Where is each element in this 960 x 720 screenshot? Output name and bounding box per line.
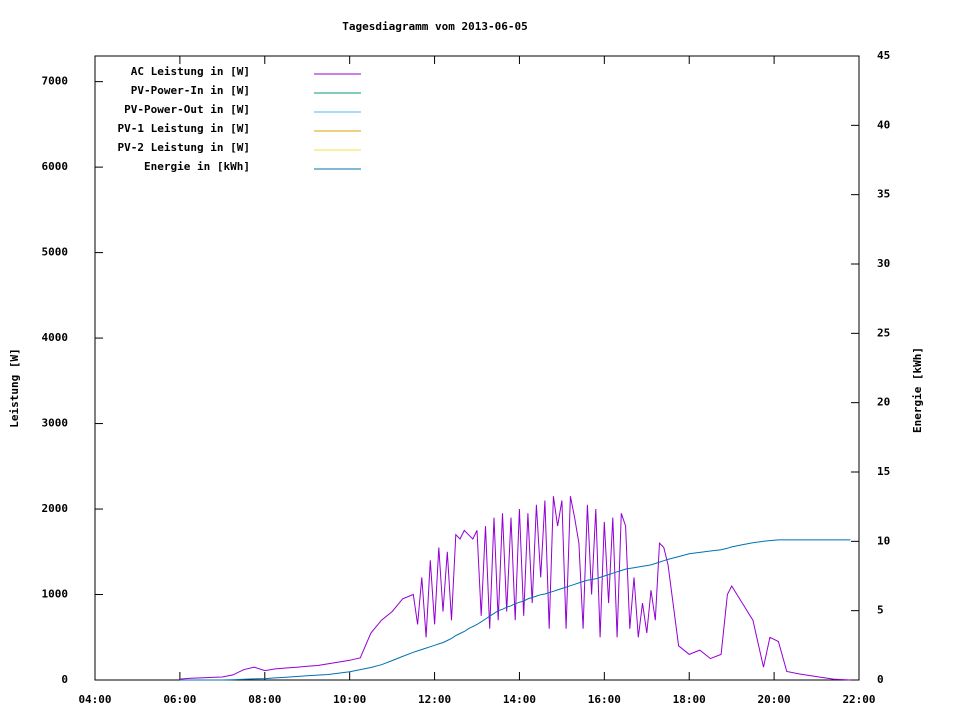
x-tick-label: 08:00: [248, 693, 281, 706]
x-tick-label: 04:00: [78, 693, 111, 706]
y2-tick-label: 30: [877, 257, 890, 270]
series-line: [179, 496, 851, 681]
x-tick-label: 22:00: [842, 693, 875, 706]
y-tick-label: 4000: [42, 331, 69, 344]
series-line: [179, 539, 851, 681]
y2-tick-label: 20: [877, 396, 890, 409]
y2-tick-label: 35: [877, 188, 890, 201]
plot-frame: [94, 55, 860, 681]
y-tick-label: 1000: [42, 588, 69, 601]
x-tick-label: 20:00: [758, 693, 791, 706]
y-tick-label: 6000: [42, 160, 69, 173]
y2-tick-label: 25: [877, 326, 890, 339]
x-tick-label: 06:00: [163, 693, 196, 706]
chart-title: Tagesdiagramm vom 2013-06-05: [342, 20, 527, 33]
x-tick-label: 16:00: [588, 693, 621, 706]
y2-tick-label: 5: [877, 604, 884, 617]
y2-tick-label: 45: [877, 49, 890, 62]
y-tick-label: 2000: [42, 502, 69, 515]
y-axis-label: Leistung [W]: [8, 348, 21, 427]
legend-label: PV-Power-Out in [W]: [124, 103, 250, 116]
legend-label: PV-1 Leistung in [W]: [118, 122, 250, 135]
legend-label: Energie in [kWh]: [144, 160, 250, 173]
y2-tick-label: 15: [877, 465, 890, 478]
y2-tick-label: 0: [877, 673, 884, 686]
y-tick-label: 3000: [42, 417, 69, 430]
legend-label: PV-Power-In in [W]: [131, 84, 250, 97]
legend-label: AC Leistung in [W]: [131, 65, 250, 78]
y-tick-label: 5000: [42, 246, 69, 259]
x-tick-label: 12:00: [418, 693, 451, 706]
x-tick-label: 14:00: [503, 693, 536, 706]
x-tick-label: 10:00: [333, 693, 366, 706]
y2-tick-label: 40: [877, 118, 890, 131]
y2-tick-label: 10: [877, 534, 890, 547]
y-tick-label: 7000: [42, 75, 69, 88]
legend-label: PV-2 Leistung in [W]: [118, 141, 250, 154]
y2-axis-label: Energie [kWh]: [911, 347, 924, 433]
x-tick-label: 18:00: [673, 693, 706, 706]
y-tick-label: 0: [61, 673, 68, 686]
